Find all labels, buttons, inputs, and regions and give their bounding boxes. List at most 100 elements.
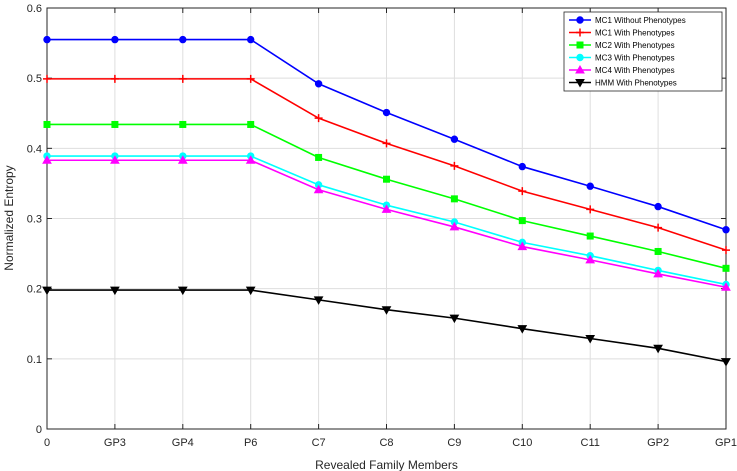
data-point — [382, 108, 391, 117]
legend-item: MC4 With Phenotypes — [569, 64, 675, 75]
data-point — [245, 286, 256, 296]
axes — [46, 7, 727, 430]
data-point — [721, 358, 731, 367]
data-point — [518, 217, 526, 225]
x-tick-label: C8 — [379, 437, 393, 449]
data-point — [42, 286, 52, 296]
data-point — [518, 162, 526, 171]
data-point — [313, 184, 324, 194]
data-point — [111, 35, 119, 44]
data-point — [314, 114, 323, 123]
legend-swatch-marker — [576, 28, 584, 37]
x-tick-label: 0 — [44, 437, 50, 449]
y-tick-label: 0.6 — [27, 3, 42, 15]
y-tick-label: 0.2 — [27, 284, 42, 296]
data-point — [247, 120, 255, 128]
data-point — [722, 246, 730, 255]
legend-item: MC1 Without Phenotypes — [569, 16, 686, 25]
data-point — [585, 254, 596, 264]
data-point — [43, 120, 51, 128]
data-point — [315, 153, 323, 161]
legend-label: MC4 With Phenotypes — [595, 66, 675, 75]
legend-label: MC2 With Phenotypes — [595, 41, 675, 50]
legend-item: MC2 With Phenotypes — [569, 41, 675, 50]
data-point — [585, 334, 596, 344]
data-point — [247, 35, 255, 44]
series-2 — [43, 74, 730, 255]
data-point — [517, 241, 528, 251]
legend-item: MC3 With Phenotypes — [569, 54, 675, 63]
series-1 — [43, 35, 730, 234]
series-6 — [42, 286, 731, 367]
data-point — [382, 139, 391, 148]
data-point — [449, 314, 460, 324]
data-point — [722, 264, 730, 272]
y-tick-label: 0.1 — [27, 354, 42, 366]
data-point — [722, 226, 730, 234]
y-tick-label: 0.3 — [27, 214, 42, 226]
data-point — [449, 221, 460, 231]
data-point — [654, 223, 663, 232]
data-point — [245, 155, 256, 164]
legend-box — [563, 11, 723, 92]
legend-item: HMM With Phenotypes — [569, 79, 677, 88]
data-point — [586, 232, 594, 240]
data-point — [654, 202, 662, 211]
data-point — [313, 296, 324, 305]
legend-swatch-marker — [576, 53, 584, 62]
legend-swatch-marker — [576, 41, 584, 49]
data-point — [383, 175, 390, 183]
data-point — [110, 155, 120, 164]
series-5 — [42, 155, 731, 291]
data-point — [450, 195, 458, 203]
y-tick-label: 0.4 — [27, 143, 42, 155]
legend-label: MC1 With Phenotypes — [595, 29, 675, 38]
data-point — [110, 74, 119, 83]
legend-item: MC1 With Phenotypes — [569, 28, 675, 38]
y-tick-label: 0 — [36, 424, 42, 436]
series-group — [42, 35, 731, 367]
data-point — [43, 35, 51, 44]
x-tick-label: C10 — [512, 437, 532, 449]
data-point — [450, 135, 459, 143]
x-axis-label: Revealed Family Members — [315, 458, 458, 471]
legend-swatch-marker — [575, 79, 585, 88]
y-axis-label: Normalized Entropy — [2, 165, 16, 270]
x-tick-labels: 0 GP3 GP4 P6 C7 C8 C9 C10 C11 GP2 GP1 — [44, 437, 737, 449]
data-point — [381, 204, 392, 213]
data-point — [517, 325, 528, 334]
data-point — [177, 286, 188, 296]
data-point — [381, 306, 392, 315]
legend-label: MC3 With Phenotypes — [595, 54, 675, 63]
legend-swatch-marker — [575, 64, 585, 74]
data-point — [586, 182, 594, 190]
x-tick-label: C9 — [447, 437, 461, 449]
data-point — [586, 205, 595, 214]
data-point — [179, 120, 187, 128]
data-point — [43, 74, 51, 83]
x-tick-label: C7 — [312, 437, 326, 449]
legend-label: HMM With Phenotypes — [595, 79, 677, 88]
data-point — [179, 35, 187, 44]
legend-swatch-marker — [576, 16, 584, 24]
data-point — [178, 74, 187, 83]
x-tick-label: GP2 — [647, 437, 669, 449]
y-tick-labels: 0 0.1 0.2 0.3 0.4 0.5 0.6 — [27, 3, 42, 436]
data-point — [653, 344, 663, 354]
series-3 — [43, 120, 730, 272]
x-tick-label: C11 — [581, 437, 600, 449]
data-point — [450, 161, 459, 170]
data-point — [653, 268, 663, 278]
data-point — [314, 80, 323, 88]
x-tick-label: GP4 — [172, 437, 194, 449]
x-tick-label: P6 — [244, 437, 257, 449]
data-point — [246, 74, 255, 83]
data-point — [177, 155, 188, 164]
x-tick-label: GP1 — [715, 437, 737, 449]
data-point — [111, 120, 119, 128]
x-tick-label: GP3 — [104, 437, 126, 449]
y-tick-label: 0.5 — [27, 73, 42, 85]
legend: MC1 Without Phenotypes MC1 With Phenotype… — [563, 11, 723, 92]
data-point — [721, 282, 731, 291]
